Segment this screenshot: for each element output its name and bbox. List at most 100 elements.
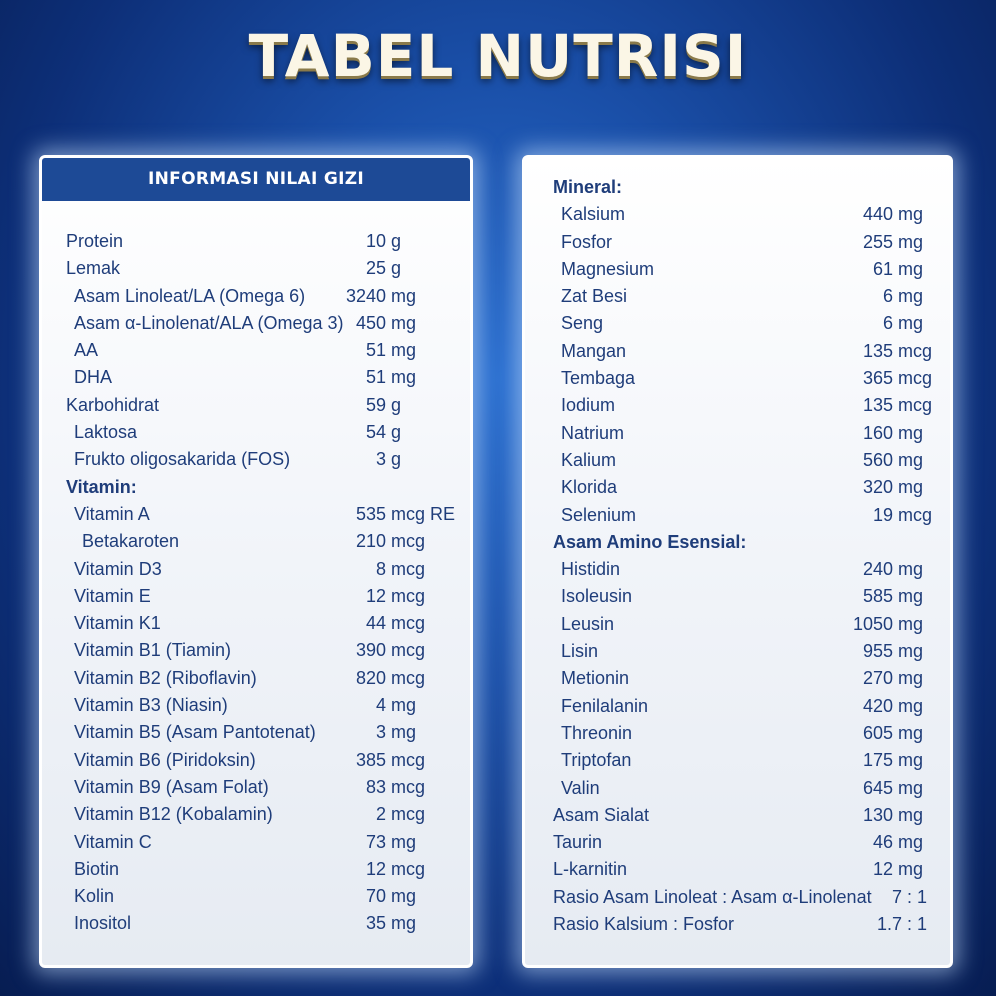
- nutrient-value: 6: [882, 286, 893, 307]
- nutrient-row: Natrium 160 mg: [525, 420, 950, 447]
- nutrient-unit: mg: [898, 477, 924, 498]
- nutrient-name: Magnesium: [561, 258, 655, 279]
- nutrient-row: Fosfor 255 mg: [525, 229, 950, 256]
- nutrient-row: Vitamin B5 (Asam Pantotenat) 3 mg: [42, 719, 470, 746]
- nutrient-name: AA: [74, 340, 99, 361]
- nutrient-row: Vitamin B9 (Asam Folat) 83 mcg: [42, 774, 470, 801]
- nutrient-row: Lisin 955 mg: [525, 638, 950, 665]
- nutrient-name: Zat Besi: [561, 286, 628, 307]
- nutrient-row: Leusin 1050 mg: [525, 611, 950, 638]
- nutrient-name: Mineral:: [553, 177, 623, 197]
- nutrient-unit: mcg: [391, 749, 426, 770]
- nutrient-row: Mangan 135 mcg: [525, 338, 950, 365]
- nutrient-name: Iodium: [561, 395, 616, 416]
- nutrient-unit: g: [391, 231, 402, 251]
- nutrient-unit: mg: [898, 750, 924, 771]
- nutrient-ratio: 7 : 1: [891, 886, 927, 907]
- nutrient-row: Zat Besi 6 mg: [525, 283, 950, 310]
- panel-header: INFORMASI NILAI GIZI: [42, 158, 470, 201]
- nutrient-name: Taurin: [553, 832, 603, 853]
- nutrient-row: Selenium 19 mcg: [525, 502, 950, 529]
- nutrient-row: Vitamin B6 (Piridoksin) 385 mcg: [42, 747, 470, 774]
- nutrient-value: 2: [375, 804, 386, 825]
- nutrient-unit: mg: [898, 613, 924, 634]
- nutrient-unit: mg: [898, 777, 924, 798]
- nutrient-row: Kalsium 440 mg: [525, 201, 950, 228]
- nutrient-name: Vitamin D3: [74, 558, 162, 579]
- nutrient-value: 73: [365, 831, 386, 852]
- nutrient-value: 955: [862, 641, 893, 662]
- nutrient-name: Kalsium: [561, 204, 626, 225]
- nutrient-unit: mg: [898, 641, 924, 662]
- nutrient-row: Betakaroten 210 mcg: [42, 528, 470, 555]
- nutrient-row: Vitamin B1 (Tiamin) 390 mcg: [42, 637, 470, 664]
- nutrient-name: Frukto oligosakarida (FOS): [74, 449, 291, 470]
- nutrient-name: Klorida: [561, 477, 618, 498]
- nutrient-row: Threonin 605 mg: [525, 720, 950, 747]
- nutrient-row: Vitamin A 535 mcg RE: [42, 501, 470, 528]
- nutrient-row: Vitamin B2 (Riboflavin) 820 mcg: [42, 665, 470, 692]
- nutrient-unit: mg: [898, 859, 924, 880]
- nutrient-value: 35: [365, 913, 386, 934]
- nutrient-unit: mcg: [391, 585, 426, 606]
- nutrient-row: Seng 6 mg: [525, 310, 950, 337]
- nutrient-row: Metionin 270 mg: [525, 665, 950, 692]
- nutrient-value: 19: [872, 504, 893, 525]
- nutrient-row: Rasio Asam Linoleat : Asam α-Linolenat 7 …: [525, 884, 950, 911]
- nutrient-name: Leusin: [561, 613, 615, 634]
- nutrient-name: Lisin: [561, 641, 599, 662]
- nutrient-unit: mcg: [391, 776, 426, 797]
- nutrient-unit: mg: [898, 286, 924, 307]
- nutrient-row: Vitamin E 12 mcg: [42, 583, 470, 610]
- nutrient-unit: mg: [898, 722, 924, 743]
- nutrient-name: Asam Sialat: [553, 804, 650, 825]
- nutrient-value: 8: [375, 558, 386, 579]
- nutrient-value: 6: [882, 313, 893, 334]
- nutrient-list: Protein 10 g Lemak 25 g Asam Linoleat/LA (Omeg…: [42, 228, 470, 938]
- nutrient-value: 59: [365, 394, 386, 415]
- nutrient-unit: mg: [898, 832, 924, 853]
- page-title: TABEL NUTRISI: [248, 22, 748, 90]
- nutrient-row: Protein 10 g: [42, 228, 470, 255]
- nutrient-name: Fosfor: [561, 231, 613, 252]
- nutrient-unit: mg: [898, 804, 924, 825]
- nutrient-row: Klorida 320 mg: [525, 474, 950, 501]
- nutrient-value: 385: [355, 749, 386, 770]
- nutrient-name: DHA: [74, 367, 113, 388]
- nutrient-value: 645: [862, 777, 893, 798]
- nutrient-value: 440: [862, 204, 893, 225]
- nutrient-value: 12: [365, 585, 386, 606]
- nutrient-name: Asam Amino Esensial:: [553, 531, 747, 552]
- nutrient-name: Vitamin C: [74, 831, 152, 852]
- nutrient-unit: mg: [391, 831, 417, 852]
- nutrient-name: Rasio Kalsium : Fosfor: [553, 914, 735, 935]
- nutrient-unit: mcg: [391, 858, 426, 879]
- nutrient-value: 420: [862, 695, 893, 716]
- nutrient-row: DHA 51 mg: [42, 364, 470, 391]
- nutrient-unit: mg: [391, 340, 417, 361]
- nutrient-row: Vitamin C 73 mg: [42, 829, 470, 856]
- nutrient-value: 135: [862, 395, 893, 416]
- nutrient-row: Karbohidrat 59 g: [42, 392, 470, 419]
- nutrient-row: Isoleusin 585 mg: [525, 583, 950, 610]
- nutrient-unit: g: [391, 394, 402, 415]
- nutrient-value: 560: [862, 449, 893, 470]
- nutrient-name: Vitamin B3 (Niasin): [74, 695, 228, 716]
- nutrient-name: Fenilalanin: [561, 695, 649, 716]
- nutrient-unit: mg: [898, 695, 924, 716]
- nutrient-unit: mcg: [391, 640, 426, 661]
- nutrient-name: Isoleusin: [561, 586, 633, 607]
- section-heading: Mineral:: [525, 174, 950, 201]
- nutrient-row: Vitamin B3 (Niasin) 4 mg: [42, 692, 470, 719]
- nutrient-value: 54: [365, 422, 386, 443]
- nutrient-unit: mcg: [898, 395, 933, 416]
- nutrient-value: 83: [365, 776, 386, 797]
- nutrient-value: 10: [365, 231, 386, 251]
- nutrient-name: Mangan: [561, 340, 627, 361]
- nutrient-value: 175: [862, 750, 893, 771]
- nutrient-name: Laktosa: [74, 422, 138, 443]
- nutrient-value: 61: [872, 258, 893, 279]
- nutrient-unit: mcg: [898, 340, 933, 361]
- nutrient-name: Kalium: [561, 449, 617, 470]
- nutrient-row: AA 51 mg: [42, 337, 470, 364]
